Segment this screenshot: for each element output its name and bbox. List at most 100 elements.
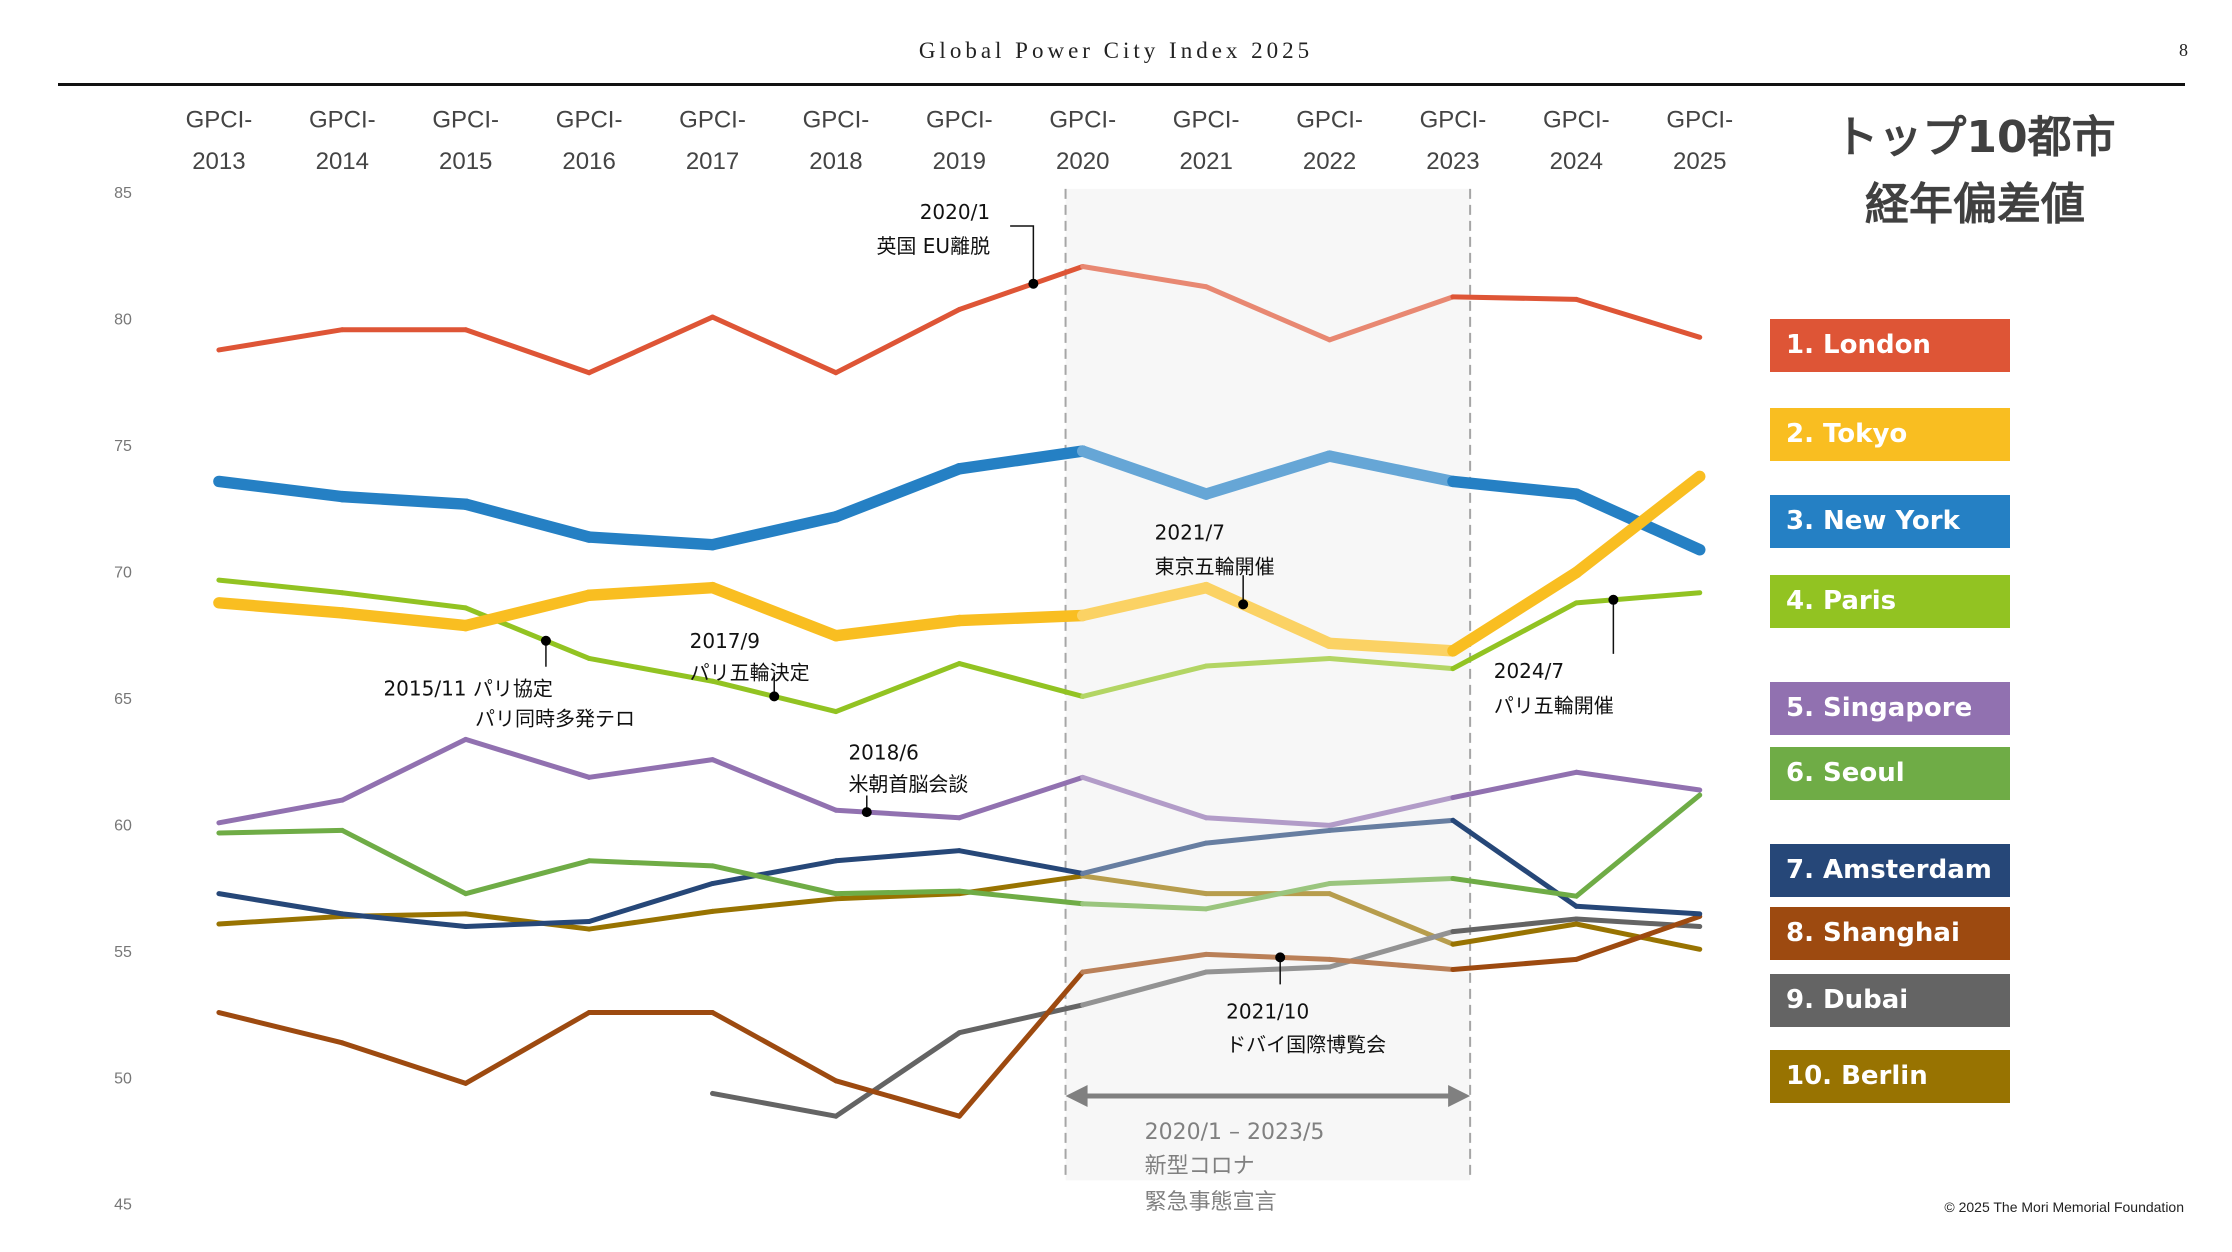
series-segment <box>586 908 716 932</box>
x-tick-label-year: 2013 <box>192 148 245 175</box>
series-segment <box>1573 769 1703 793</box>
series-segment <box>216 827 345 836</box>
series-segment <box>1203 655 1333 669</box>
chart-title-line2: 経年偏差値 <box>1865 179 2085 230</box>
y-tick-label: 65 <box>114 691 132 708</box>
series-segment <box>833 1078 962 1119</box>
series-segment <box>583 581 719 601</box>
series-segment <box>1573 913 1703 962</box>
series-segment <box>956 888 1086 907</box>
arrow-right-icon <box>1448 1084 1471 1107</box>
annotation-marker-dot <box>769 691 780 702</box>
series-segment <box>1447 566 1583 657</box>
annotation-date: 2015/11 パリ協定 <box>383 676 552 700</box>
series-segment <box>953 609 1089 627</box>
x-tick-label-prefix: GPCI- <box>1420 106 1487 133</box>
series-berlin <box>216 873 1703 952</box>
series-new-york <box>213 445 1706 556</box>
y-tick-label: 75 <box>114 438 132 455</box>
series-segment <box>1570 470 1706 579</box>
series-segment <box>213 475 349 503</box>
series-segment <box>1080 969 1209 1008</box>
series-segment <box>710 314 839 376</box>
series-segment <box>1077 445 1212 500</box>
series-segment <box>1203 951 1333 962</box>
annotation-date: 2021/7 <box>1155 520 1225 544</box>
series-segment <box>830 463 966 523</box>
series-segment <box>1323 637 1459 657</box>
x-tick-label-prefix: GPCI- <box>1666 106 1733 133</box>
x-tick-label-year: 2023 <box>1426 148 1479 175</box>
x-tick-label-prefix: GPCI- <box>186 106 253 133</box>
x-tick-label-year: 2022 <box>1303 148 1356 175</box>
series-segment <box>1203 881 1333 912</box>
annotation-marker-dot <box>1275 952 1286 963</box>
series-segment <box>216 1010 345 1046</box>
series-seoul <box>216 792 1703 912</box>
series-segment <box>586 655 716 684</box>
x-tick-label-prefix: GPCI- <box>1049 106 1116 133</box>
annotation-marker-dot <box>540 635 551 646</box>
series-segment <box>1327 795 1456 828</box>
covid-period-dates: 2020/1 – 2023/5 <box>1145 1120 1325 1145</box>
series-segment <box>706 511 842 551</box>
series-segment <box>1327 655 1456 672</box>
x-tick-label-year: 2015 <box>439 148 492 175</box>
series-segment <box>459 498 595 543</box>
y-tick-label: 60 <box>114 817 132 834</box>
series-segment <box>1323 450 1459 488</box>
series-segment <box>1327 817 1456 833</box>
series-segment <box>1573 296 1703 340</box>
series-segment <box>956 969 1086 1119</box>
series-segment <box>953 445 1089 475</box>
annotation-event: 英国 EU離脱 <box>876 234 990 258</box>
x-tick-label-prefix: GPCI- <box>679 106 746 133</box>
x-tick-label-year: 2020 <box>1056 148 1109 175</box>
series-segment <box>216 797 345 826</box>
series-segment <box>1450 600 1579 672</box>
series-segment <box>1450 921 1579 947</box>
series-segment <box>463 736 592 780</box>
page-number: 8 <box>2179 40 2188 60</box>
series-segment <box>710 1010 839 1084</box>
annotation-marker-dot <box>1608 594 1619 605</box>
series-segment <box>1203 815 1333 828</box>
series-segment <box>1080 873 1209 897</box>
x-tick-label-year: 2019 <box>933 148 986 175</box>
series-segment <box>463 858 592 897</box>
series-segment <box>1080 663 1209 699</box>
annotation-event: パリ五輪決定 <box>690 661 810 685</box>
legend-item-seoul: 6. Seoul <box>1770 746 2010 800</box>
legend-item-amsterdam: 7. Amsterdam <box>1770 844 2010 898</box>
series-segment <box>336 490 472 510</box>
series-segment <box>586 858 716 869</box>
series-segment <box>1203 827 1333 846</box>
series-segment <box>1327 294 1456 343</box>
series-tokyo <box>213 470 1706 657</box>
series-segment <box>583 531 719 551</box>
series-paris <box>216 577 1703 715</box>
x-tick-label-prefix: GPCI- <box>803 106 870 133</box>
series-segment <box>1573 903 1703 917</box>
series-segment <box>956 1002 1086 1036</box>
series-amsterdam <box>216 817 1703 930</box>
y-tick-label: 70 <box>114 564 132 581</box>
series-segment <box>1080 774 1209 821</box>
x-tick-label-year: 2014 <box>316 148 369 175</box>
series-segment <box>710 757 839 813</box>
x-tick-label-year: 2017 <box>686 148 739 175</box>
series-segment <box>1203 964 1333 975</box>
annotation-date: 2017/9 <box>690 629 760 653</box>
series-segment <box>833 888 962 897</box>
series-segment <box>586 314 716 376</box>
series-segment <box>710 896 839 914</box>
series-segment <box>833 891 962 902</box>
y-axis-labels: 85 80 75 70 65 60 55 50 45 <box>114 185 132 1214</box>
series-london <box>216 263 1703 376</box>
x-tick-label-prefix: GPCI- <box>1173 106 1240 133</box>
series-segment <box>1573 792 1703 899</box>
x-tick-label-year: 2016 <box>562 148 615 175</box>
